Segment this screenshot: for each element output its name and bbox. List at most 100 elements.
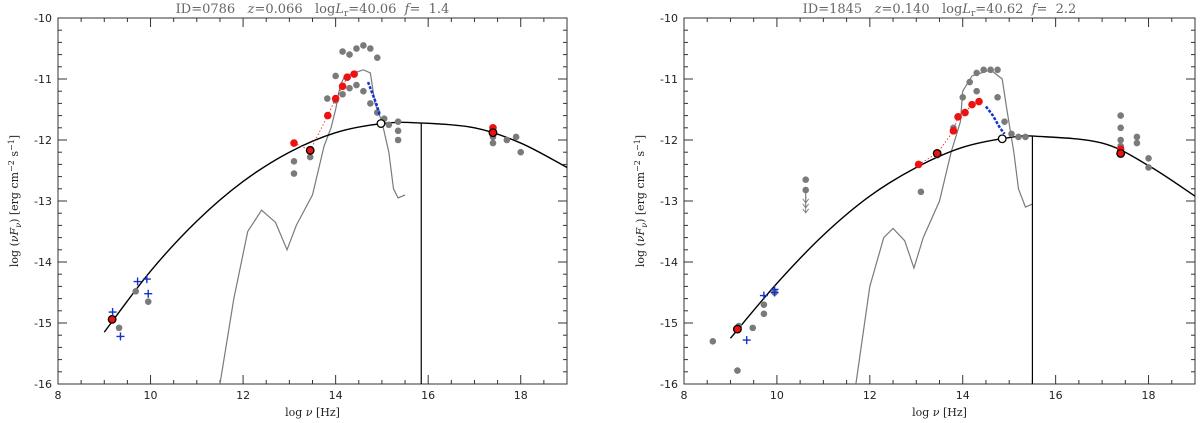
sed-panel-1: 8 10 12 14 16 18 -16 -15 -14 -13 -12 -11 -10 log ν [H… — [7, 2, 568, 419]
optical-spectrum-segment — [984, 105, 1006, 135]
archival-point — [1117, 124, 1124, 132]
radio-cross-point — [144, 289, 153, 298]
chart-title: ID=0786 z=0.066 logLr=40.06 f= 1.4 — [176, 2, 450, 19]
archival-point — [1015, 133, 1022, 141]
archival-point — [353, 81, 360, 89]
radio-cross-point — [108, 308, 117, 317]
archival-point — [353, 45, 360, 52]
sed-point — [954, 113, 962, 121]
archival-point — [394, 136, 402, 144]
archival-point — [760, 301, 768, 309]
archival-point — [994, 94, 1001, 101]
fit-anchor-point — [107, 314, 117, 324]
radio-cross-point — [142, 275, 151, 284]
archival-point — [144, 298, 152, 305]
archival-point — [306, 153, 314, 161]
sed-point — [975, 97, 983, 106]
plot-area — [103, 42, 567, 384]
host-galaxy-template — [855, 69, 1033, 384]
archival-point — [360, 87, 367, 95]
archival-point — [332, 72, 339, 80]
sed-panel-2: 8 10 12 14 16 18 -16 -15 -14 -13 -12 -11 -10 log ν [H… — [633, 2, 1196, 419]
archival-point — [760, 310, 768, 318]
sed-point — [331, 94, 340, 103]
archival-point — [489, 139, 497, 147]
archival-point — [749, 324, 757, 332]
archival-point — [132, 287, 140, 295]
y-axis-label: log (νFν) [erg cm−2 s−1] — [633, 135, 649, 267]
sed-point — [290, 139, 298, 147]
optical-spectrum-segment — [366, 81, 381, 116]
archival-point — [367, 45, 374, 52]
y-tick-label: -11 — [660, 73, 678, 86]
plot-area — [709, 66, 1195, 384]
x-tick-label: 16 — [421, 389, 435, 402]
archival-point — [1117, 136, 1124, 144]
y-axis-label: log (νFν) [erg cm−2 s−1] — [7, 135, 23, 267]
y-tick-label: -14 — [660, 256, 678, 269]
sed-point — [343, 73, 352, 81]
archival-point — [987, 66, 994, 74]
fit-anchor-point — [488, 128, 498, 138]
y-tick-label: -14 — [34, 256, 52, 269]
archival-point — [385, 121, 393, 129]
archival-point — [339, 90, 346, 98]
fit-anchor-point — [305, 145, 315, 155]
archival-point — [290, 170, 298, 177]
archival-point — [994, 66, 1001, 74]
y-tick-label: -13 — [660, 195, 678, 208]
upper-limit-arrow — [802, 196, 810, 214]
archival-point — [324, 95, 331, 102]
sed-point — [968, 100, 976, 109]
radio-cross-point — [770, 285, 779, 294]
archival-point — [1145, 155, 1152, 162]
y-tick-label: -12 — [660, 134, 678, 147]
archival-point — [517, 148, 525, 156]
archival-point — [512, 133, 520, 141]
archival-point — [973, 87, 980, 95]
sed-point — [323, 111, 332, 120]
y-tick-label: -10 — [660, 12, 678, 25]
x-tick-label: 16 — [1049, 389, 1063, 402]
fit-anchor-point — [1116, 148, 1126, 158]
host-galaxy-template — [219, 69, 406, 384]
x-tick-label: 12 — [236, 389, 250, 402]
fit-anchor-point — [732, 324, 742, 334]
sed-point — [338, 82, 347, 91]
x-tick-label: 18 — [514, 389, 528, 402]
radio-cross-point — [116, 332, 125, 341]
x-tick-label: 8 — [55, 389, 62, 402]
log-parabola-fit — [103, 121, 567, 333]
archival-point — [959, 94, 967, 101]
x-tick-label: 14 — [329, 389, 343, 402]
archival-point — [394, 127, 402, 135]
archival-point — [1133, 139, 1141, 147]
archival-point — [1133, 133, 1141, 141]
open-circle-point — [376, 119, 386, 128]
archival-point — [367, 100, 374, 107]
radio-cross-point — [759, 291, 768, 300]
archival-point — [966, 78, 973, 86]
archival-point — [339, 48, 346, 55]
sed-point — [949, 127, 958, 135]
y-tick-label: -13 — [34, 195, 52, 208]
archival-point — [115, 324, 123, 332]
y-tick-label: -16 — [34, 378, 52, 391]
archival-point — [1008, 130, 1015, 138]
y-tick-label: -15 — [34, 317, 52, 330]
x-axis-label: log ν [Hz] — [285, 406, 340, 419]
x-tick-label: 10 — [770, 389, 784, 402]
y-tick-label: -16 — [660, 378, 678, 391]
archival-point — [1117, 112, 1124, 119]
y-tick-label: -10 — [34, 12, 52, 25]
archival-point — [503, 136, 511, 144]
x-axis-label: log ν [Hz] — [912, 406, 967, 419]
archival-point — [360, 42, 367, 49]
archival-point — [973, 69, 980, 77]
archival-point — [1022, 133, 1029, 141]
chart-title: ID=1845 z=0.140 logLr=40.62 f= 2.2 — [803, 2, 1077, 19]
archival-point — [802, 176, 810, 183]
archival-point — [917, 188, 925, 196]
y-tick-label: -12 — [34, 134, 52, 147]
